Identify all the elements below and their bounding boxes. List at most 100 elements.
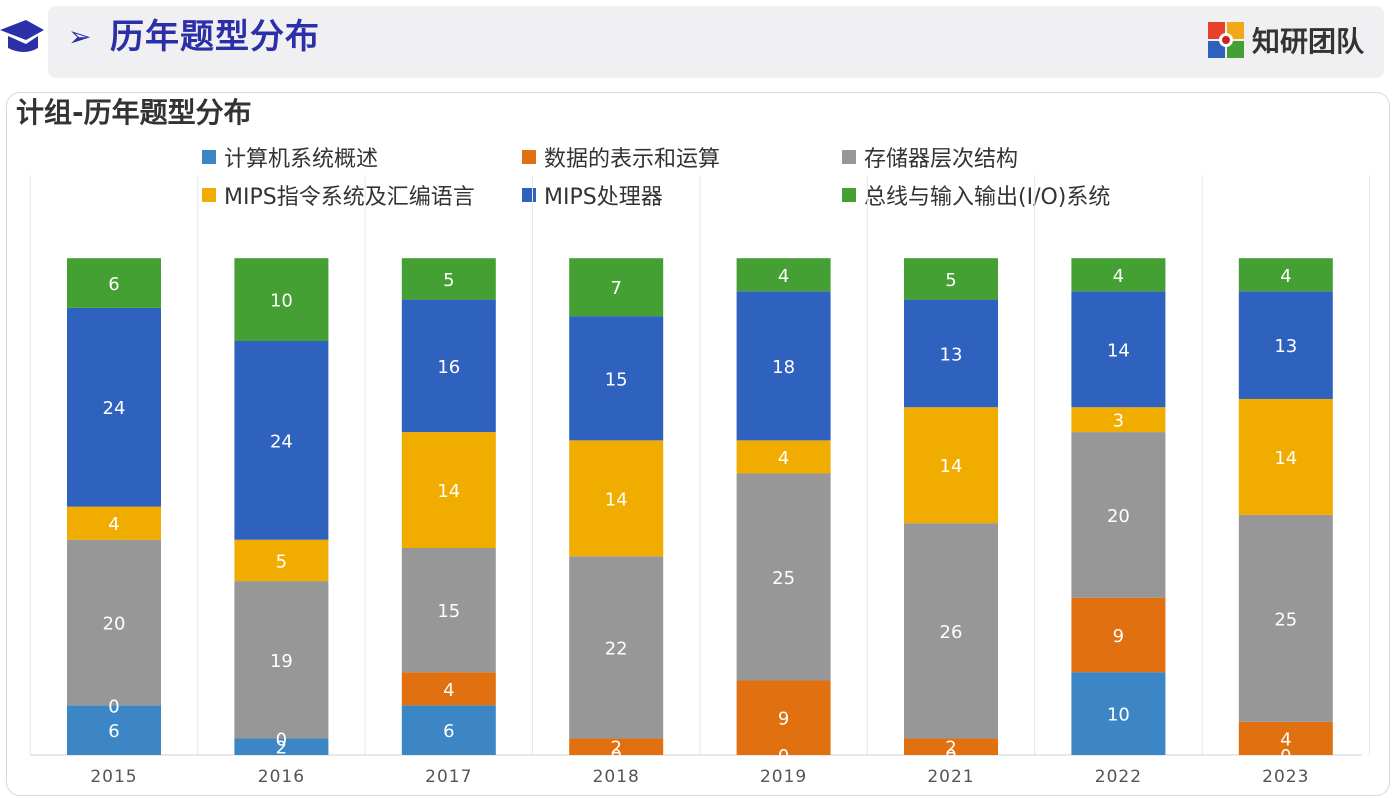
data-label: 4 [108, 514, 119, 535]
data-label: 9 [1113, 626, 1124, 647]
bar-segment [67, 307, 161, 507]
bar-segment [1071, 597, 1166, 673]
bar-segment [1238, 258, 1333, 292]
data-label: 0 [108, 696, 119, 717]
bar-segment [401, 299, 496, 433]
legend-swatch [522, 150, 536, 164]
bar-segment [401, 705, 496, 755]
data-label: 5 [443, 270, 454, 291]
bar-segment [1071, 407, 1166, 433]
legend-label: 总线与输入输出(I/O)系统 [864, 185, 1111, 210]
x-tick-label: 2015 [90, 767, 137, 787]
x-tick-label: 2019 [760, 767, 807, 787]
bar-segment [904, 738, 998, 755]
bar-segment [569, 316, 664, 441]
data-label: 7 [610, 278, 621, 299]
data-label: 20 [103, 614, 126, 635]
data-label: 6 [443, 721, 454, 742]
data-label: 0 [945, 746, 956, 767]
legend-item: 总线与输入输出(I/O)系统 [842, 180, 1110, 210]
bar-segment [569, 258, 664, 317]
x-tick-label: 2018 [593, 767, 640, 787]
bar-segment [569, 738, 664, 755]
bar-segment [1071, 672, 1166, 755]
legend-swatch [842, 150, 856, 164]
data-label: 15 [605, 369, 628, 390]
data-label: 10 [1107, 705, 1130, 726]
bar-segment [234, 258, 329, 341]
bar-segment [736, 680, 831, 755]
legend-label: 存储器层次结构 [864, 147, 1019, 172]
bar-segment [401, 432, 496, 548]
bar-segment [736, 258, 831, 292]
data-label: 14 [1107, 340, 1130, 361]
data-label: 9 [778, 709, 789, 730]
bar-segment [904, 407, 998, 524]
data-label: 6 [108, 274, 119, 295]
bar-segment [1071, 291, 1166, 408]
brand-name: 知研团队 [1251, 25, 1364, 58]
x-tick-label: 2023 [1262, 767, 1309, 787]
bar-segment [234, 341, 329, 540]
bar-segment [904, 299, 998, 408]
data-label: 24 [103, 398, 126, 419]
data-label: 5 [945, 270, 956, 291]
data-label: 0 [1280, 746, 1291, 767]
data-label: 4 [443, 680, 454, 701]
data-label: 14 [1274, 448, 1297, 469]
bar-segment [736, 440, 831, 474]
header-arrow-icon: ➢ [68, 20, 92, 53]
data-label: 14 [940, 456, 963, 477]
data-label: 4 [778, 266, 789, 287]
bar-segment [1071, 432, 1166, 598]
x-tick-label: 2016 [258, 767, 305, 787]
bar-segment [234, 581, 329, 739]
legend-swatch [202, 188, 216, 202]
legend-label: MIPS指令系统及汇编语言 [224, 185, 475, 210]
data-label: 26 [940, 622, 963, 643]
bar-segment [234, 539, 329, 582]
legend-item: 计算机系统概述 [202, 142, 378, 172]
bar-segment [1238, 721, 1333, 755]
bar-segment [67, 506, 161, 540]
data-label: 4 [1280, 266, 1291, 287]
brand-logo: 知研团队 [1206, 18, 1364, 62]
data-label: 20 [1107, 506, 1130, 527]
legend-label: 计算机系统概述 [224, 147, 379, 172]
bar-segment [1238, 514, 1333, 722]
data-label: 13 [1274, 336, 1297, 357]
data-label: 22 [605, 638, 628, 659]
data-label: 6 [108, 721, 119, 742]
bar-segment [401, 672, 496, 706]
data-label: 0 [610, 746, 621, 767]
data-label: 2 [610, 738, 621, 759]
data-label: 0 [778, 746, 789, 767]
data-label: 14 [437, 481, 460, 502]
data-label: 5 [276, 551, 287, 572]
data-label: 19 [270, 651, 293, 672]
bar-segment [234, 738, 329, 755]
data-label: 10 [270, 291, 293, 312]
legend-swatch [842, 188, 856, 202]
bar-segment [736, 291, 831, 441]
bar-segment [904, 523, 998, 739]
data-label: 24 [270, 431, 293, 452]
data-label: 14 [605, 489, 628, 510]
data-label: 4 [1280, 729, 1291, 750]
legend-swatch [202, 150, 216, 164]
data-label: 16 [437, 357, 460, 378]
legend-item: 存储器层次结构 [842, 142, 1018, 172]
data-label: 2 [276, 738, 287, 759]
x-tick-label: 2021 [927, 767, 974, 787]
bar-segment [736, 473, 831, 681]
bar-segment [1071, 258, 1166, 292]
legend-item: MIPS指令系统及汇编语言 [202, 180, 475, 210]
data-label: 13 [940, 344, 963, 365]
bar-segment [67, 705, 161, 755]
x-tick-label: 2022 [1095, 767, 1142, 787]
bar-segment [569, 556, 664, 739]
data-label: 4 [778, 448, 789, 469]
bar-segment [67, 539, 161, 706]
bar-segment [1238, 291, 1333, 399]
